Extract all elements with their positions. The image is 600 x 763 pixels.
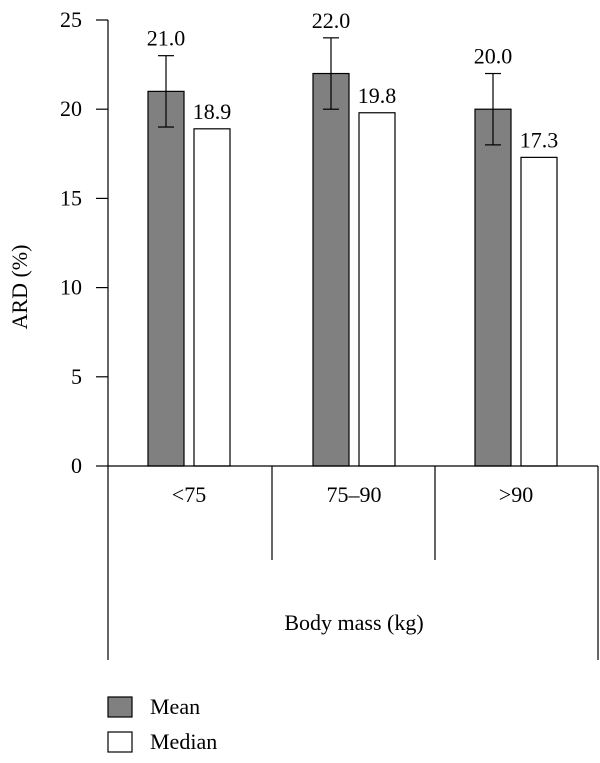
y-tick-label: 0 — [71, 453, 82, 478]
bars — [147, 72, 558, 467]
legend: Mean Median — [107, 694, 217, 754]
x-axis-title: Body mass (kg) — [284, 610, 423, 635]
bar-mean — [312, 72, 350, 467]
legend-swatch-median — [107, 731, 133, 753]
legend-label-median: Median — [150, 729, 217, 754]
bar-median — [193, 128, 231, 467]
value-label: 17.3 — [520, 127, 559, 152]
y-tick-label: 10 — [60, 275, 82, 300]
y-tick-label: 5 — [71, 364, 82, 389]
bar-mean — [474, 108, 512, 467]
y-tick-label: 20 — [60, 96, 82, 121]
x-axis: <75 75–90 >90 — [107, 465, 599, 660]
y-tick-label: 25 — [60, 7, 82, 32]
value-labels: 21.0 18.9 22.0 19.8 20.0 17.3 — [147, 8, 559, 153]
bar-mean — [147, 90, 185, 467]
bar-median — [358, 112, 396, 467]
bar-median — [520, 156, 558, 467]
x-category-label: <75 — [172, 482, 206, 507]
value-label: 20.0 — [474, 44, 513, 69]
y-axis-title: ARD (%) — [7, 245, 32, 330]
y-axis: 0 5 10 15 20 25 — [60, 7, 109, 478]
y-tick-label: 15 — [60, 185, 82, 210]
x-category-label: >90 — [499, 482, 533, 507]
error-bars — [158, 37, 501, 146]
value-label: 21.0 — [147, 26, 186, 51]
x-category-label: 75–90 — [327, 482, 382, 507]
value-label: 22.0 — [312, 8, 351, 33]
value-label: 18.9 — [193, 99, 232, 124]
legend-swatch-mean — [107, 696, 133, 718]
legend-label-mean: Mean — [150, 694, 200, 719]
value-label: 19.8 — [358, 83, 397, 108]
